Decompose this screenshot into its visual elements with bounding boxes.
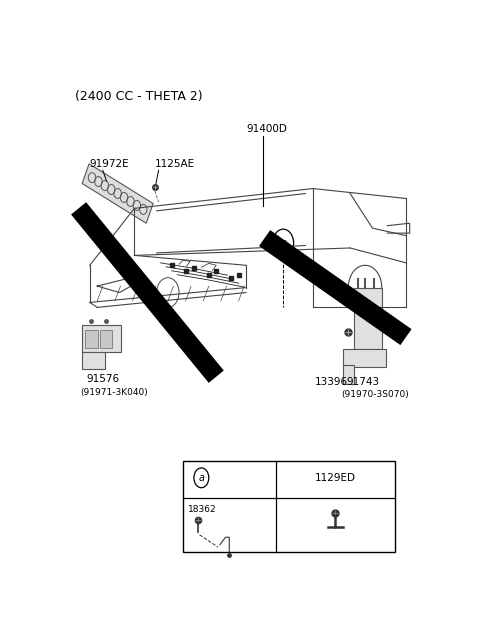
Text: 1125AE: 1125AE — [155, 159, 195, 168]
FancyBboxPatch shape — [343, 365, 354, 384]
FancyBboxPatch shape — [85, 330, 97, 349]
Text: 91400D: 91400D — [246, 124, 287, 134]
Text: (91970-3S070): (91970-3S070) — [341, 390, 408, 399]
FancyBboxPatch shape — [354, 287, 382, 350]
Polygon shape — [82, 164, 153, 223]
Text: (91971-3K040): (91971-3K040) — [81, 388, 148, 397]
Text: 91743: 91743 — [347, 377, 380, 386]
Text: 18362: 18362 — [188, 505, 217, 514]
FancyBboxPatch shape — [100, 330, 112, 349]
FancyBboxPatch shape — [83, 325, 121, 352]
Text: a: a — [280, 238, 286, 248]
FancyBboxPatch shape — [343, 349, 385, 367]
Text: 13396: 13396 — [315, 377, 348, 386]
Text: 1129ED: 1129ED — [315, 473, 356, 483]
Text: 91972E: 91972E — [90, 159, 130, 168]
Text: 91576: 91576 — [86, 374, 119, 385]
Text: (2400 CC - THETA 2): (2400 CC - THETA 2) — [75, 89, 203, 102]
Text: a: a — [198, 473, 204, 483]
FancyBboxPatch shape — [183, 461, 395, 552]
FancyBboxPatch shape — [83, 352, 105, 369]
